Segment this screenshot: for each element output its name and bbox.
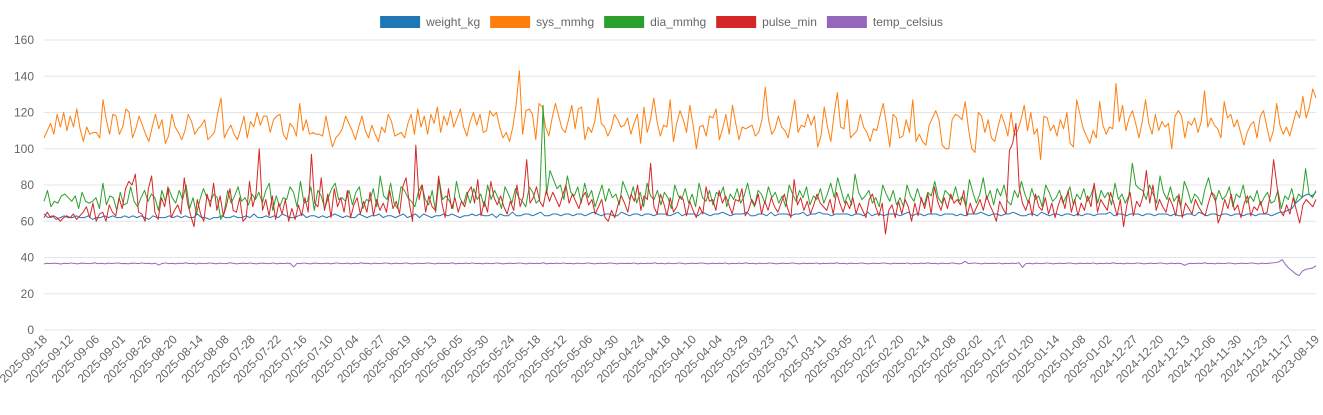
y-tick-label: 140 [14, 69, 34, 83]
legend-label: temp_celsius [873, 15, 943, 29]
legend-item-weight-kg[interactable]: weight_kg [380, 15, 480, 29]
y-tick-label: 120 [14, 106, 34, 120]
y-tick-label: 40 [21, 251, 35, 265]
y-tick-label: 0 [27, 323, 34, 337]
series-line-temp-celsius [43, 259, 1317, 277]
legend-swatch [604, 16, 645, 28]
series-line-pulse-min [43, 122, 1317, 235]
series-layer [43, 70, 1317, 277]
legend-label: dia_mmhg [650, 15, 706, 29]
y-tick-label: 100 [14, 142, 34, 156]
y-axis: 0 20 40 60 80 100 120 140 160 [14, 33, 34, 337]
legend-item-sys-mmhg[interactable]: sys_mmhg [490, 15, 594, 29]
x-axis: 2025-09-182025-09-122025-09-062025-09-01… [0, 332, 1322, 386]
legend-swatch [490, 16, 531, 28]
series-line-dia-mmhg [43, 104, 1317, 220]
legend-swatch [826, 16, 867, 28]
legend-item-temp-celsius[interactable]: temp_celsius [826, 15, 943, 29]
grid-lines [44, 39, 1316, 331]
y-tick-label: 60 [21, 214, 35, 228]
legend-label: weight_kg [425, 15, 480, 29]
legend-swatch [380, 16, 421, 28]
legend-item-pulse-min[interactable]: pulse_min [716, 15, 817, 29]
legend-label: sys_mmhg [536, 15, 594, 29]
y-tick-label: 80 [21, 178, 35, 192]
series-line-sys-mmhg [43, 70, 1317, 161]
legend-item-dia-mmhg[interactable]: dia_mmhg [604, 15, 706, 29]
y-tick-label: 160 [14, 33, 34, 47]
legend-label: pulse_min [762, 15, 817, 29]
series-line-weight-kg [43, 191, 1317, 220]
y-tick-label: 20 [21, 287, 35, 301]
legend-swatch [716, 16, 757, 28]
legend: weight_kg sys_mmhg dia_mmhg pulse_min temp_c… [380, 15, 943, 29]
